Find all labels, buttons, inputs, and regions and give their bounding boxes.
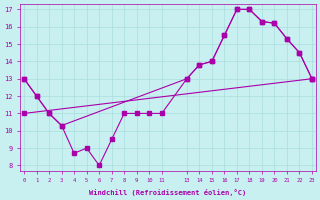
X-axis label: Windchill (Refroidissement éolien,°C): Windchill (Refroidissement éolien,°C) xyxy=(89,189,247,196)
